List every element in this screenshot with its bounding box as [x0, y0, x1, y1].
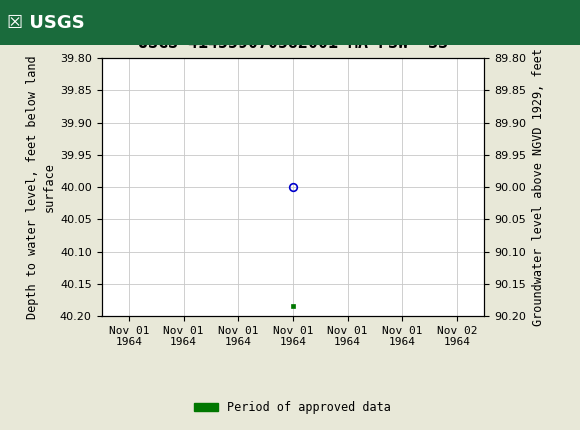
Text: ☒ USGS: ☒ USGS [7, 14, 85, 31]
Y-axis label: Groundwater level above NGVD 1929, feet: Groundwater level above NGVD 1929, feet [532, 48, 545, 326]
Legend: Period of approved data: Period of approved data [190, 396, 396, 418]
Title: USGS 414559070582001 MA-F3W  33: USGS 414559070582001 MA-F3W 33 [138, 34, 448, 52]
Y-axis label: Depth to water level, feet below land
surface: Depth to water level, feet below land su… [26, 55, 56, 319]
